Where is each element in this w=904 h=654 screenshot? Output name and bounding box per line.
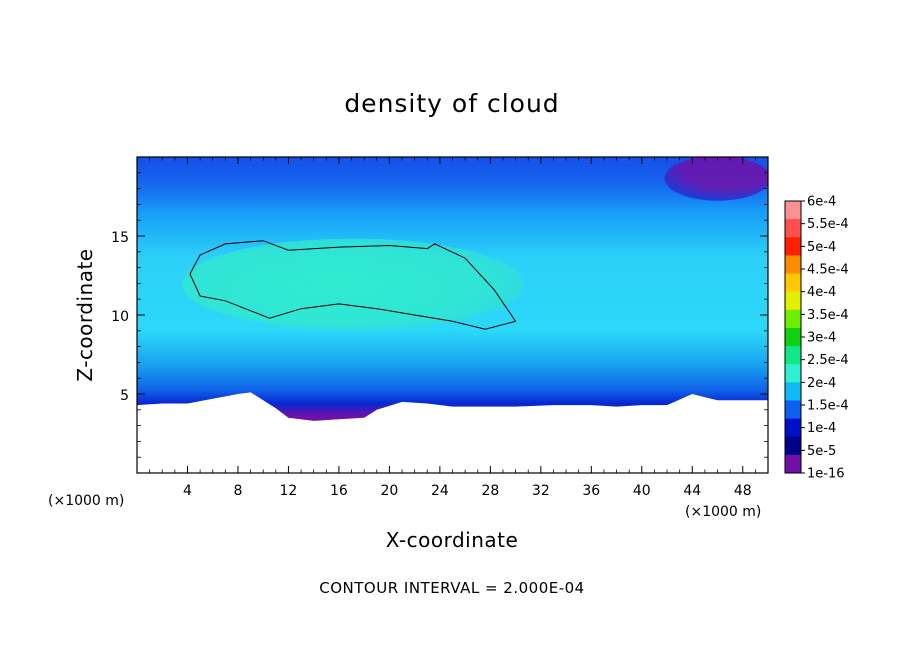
x-axis-label: X-coordinate — [386, 528, 519, 552]
y-tick-label: 15 — [111, 230, 129, 246]
colorbar-swatch — [785, 237, 801, 256]
x-tick-label: 16 — [330, 483, 348, 499]
z-axis-unit: (×1000 m) — [48, 493, 124, 509]
colorbar-label: 4.5e-4 — [807, 263, 849, 278]
colorbar-swatch — [785, 309, 801, 329]
chart-title: density of cloud — [344, 89, 559, 118]
colorbar-swatch — [785, 364, 801, 383]
ground-region — [137, 392, 768, 473]
x-tick-label: 20 — [380, 483, 398, 499]
colorbar-swatch — [785, 454, 801, 474]
density-region-core — [181, 238, 524, 330]
colorbar-swatch — [785, 291, 801, 311]
x-tick-label: 28 — [481, 483, 499, 499]
x-tick-label: 48 — [734, 483, 752, 499]
density-region-top-right-clear-patch — [664, 157, 768, 201]
colorbar-swatch — [785, 201, 801, 220]
colorbar-swatch — [785, 418, 801, 438]
y-axis-ticks: 5 10 15 — [111, 172, 768, 458]
x-tick-label: 36 — [582, 483, 600, 499]
colorbar-label: 5e-4 — [807, 240, 836, 255]
colorbar-swatch — [785, 346, 801, 365]
colorbar-swatch — [785, 273, 801, 293]
colorbar-label: 1e-16 — [807, 467, 845, 482]
y-axis-label: Z-coordinate — [73, 248, 97, 381]
colorbar-label: 2.5e-4 — [807, 353, 849, 368]
colorbar-swatch — [785, 255, 801, 275]
colorbar-swatch — [785, 436, 801, 456]
contour-line-2e-4 — [189, 240, 517, 330]
x-tick-label: 40 — [633, 483, 651, 499]
colorbar-label: 3.5e-4 — [807, 308, 849, 323]
x-tick-label: 12 — [280, 483, 298, 499]
contour-interval-note: CONTOUR INTERVAL = 2.000E-04 — [319, 579, 584, 597]
density-level-regions — [181, 157, 768, 330]
colorbar-label: 3e-4 — [807, 331, 836, 346]
x-tick-label: 32 — [532, 483, 550, 499]
y-tick-label: 10 — [111, 309, 129, 325]
upper-fade-band — [137, 157, 768, 212]
x-tick-label: 8 — [233, 483, 242, 499]
colorbar-swatch — [785, 327, 801, 347]
colorbar: 6e-4 5.5e-4 5e-4 4.5e-4 4e-4 3.5e-4 3e-4 2.5e-4… — [784, 195, 849, 482]
colorbar-swatch — [785, 219, 801, 238]
colorbar-label: 5.5e-4 — [807, 217, 849, 232]
colorbar-label: 6e-4 — [807, 195, 836, 210]
colorbar-swatch — [785, 382, 801, 401]
colorbar-label: 5e-5 — [807, 444, 836, 459]
colorbar-swatch — [785, 400, 801, 420]
colorbar-label: 4e-4 — [807, 285, 836, 300]
x-tick-label: 44 — [683, 483, 701, 499]
colorbar-label: 2e-4 — [807, 376, 836, 391]
x-axis-unit: (×1000 m) — [685, 504, 761, 520]
x-axis-ticks: 4 8 12 16 20 24 28 32 36 40 44 48 — [149, 157, 756, 499]
colorbar-label: 1.5e-4 — [807, 399, 849, 414]
x-tick-label: 4 — [183, 483, 192, 499]
y-tick-label: 5 — [120, 388, 129, 404]
colorbar-label: 1e-4 — [807, 421, 836, 436]
plot-area — [137, 157, 768, 473]
x-tick-label: 24 — [431, 483, 449, 499]
